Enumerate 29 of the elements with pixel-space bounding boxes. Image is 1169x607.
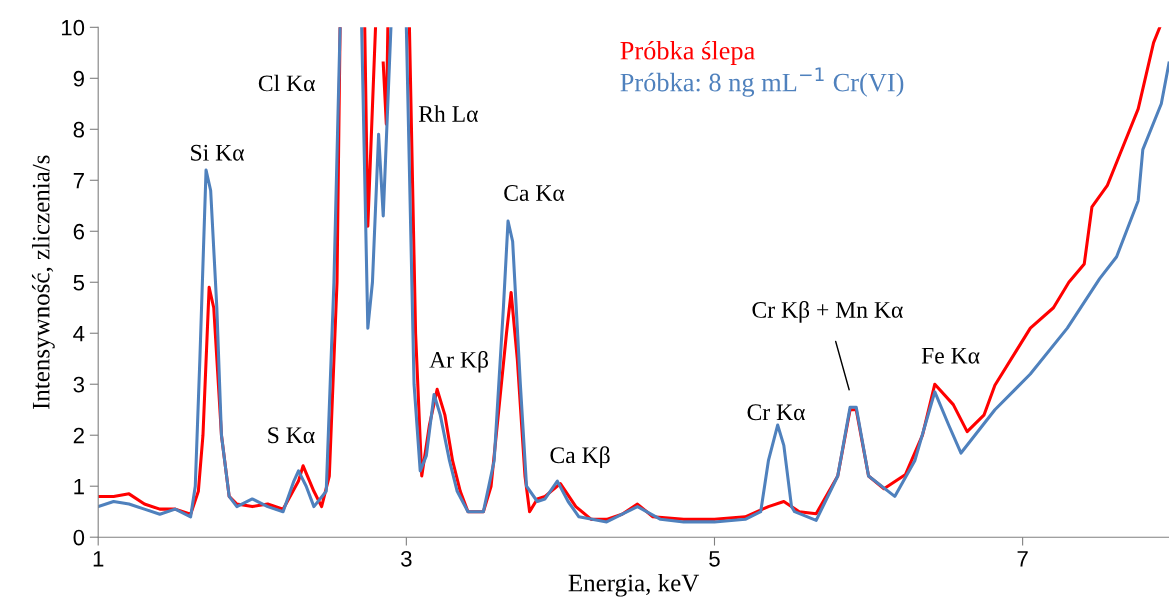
y-tick-label: 5 [73, 275, 85, 291]
x-tick-label: 5 [709, 551, 720, 567]
y-tick-label: 8 [73, 121, 85, 138]
annotation: Fe Kα [921, 347, 980, 364]
x-axis-title: Energia, keV [568, 573, 700, 597]
annotation: Cr Kα [747, 404, 805, 421]
annotation: Cr Kβ + Mn Kα [752, 301, 903, 323]
annotation: S Kα [268, 427, 315, 444]
y-tick-label: 2 [73, 427, 84, 444]
annotation: Ar Kβ [429, 350, 488, 373]
y-tick-label: 7 [73, 173, 84, 189]
y-tick-label: 0 [73, 529, 85, 546]
y-tick-label: 10 [61, 19, 85, 36]
x-tick-label: 3 [401, 550, 412, 567]
annotation: Cl Kα [258, 74, 315, 92]
x-tick-label: 7 [1017, 551, 1028, 567]
y-tick-label: 1 [74, 478, 84, 495]
annotation: Ca Kα [504, 185, 565, 201]
y-tick-label: 3 [73, 376, 85, 393]
text: Próbka ślepa [620, 40, 755, 65]
annotation: Rh Lα [418, 105, 478, 122]
y-tick-label: 4 [73, 326, 85, 342]
annotation: Si Kα [191, 144, 245, 161]
y-tick-label: 9 [73, 70, 84, 87]
annotation: Ca Kβ [550, 446, 610, 468]
y-axis-title: Intensywność, zliczenia/s [31, 155, 55, 410]
y-tick-label: 6 [73, 223, 85, 240]
text: Próbka: 8 ng mL$^{−1}$ Cr(VI) [620, 67, 904, 97]
x-tick-label: 1 [93, 551, 104, 567]
